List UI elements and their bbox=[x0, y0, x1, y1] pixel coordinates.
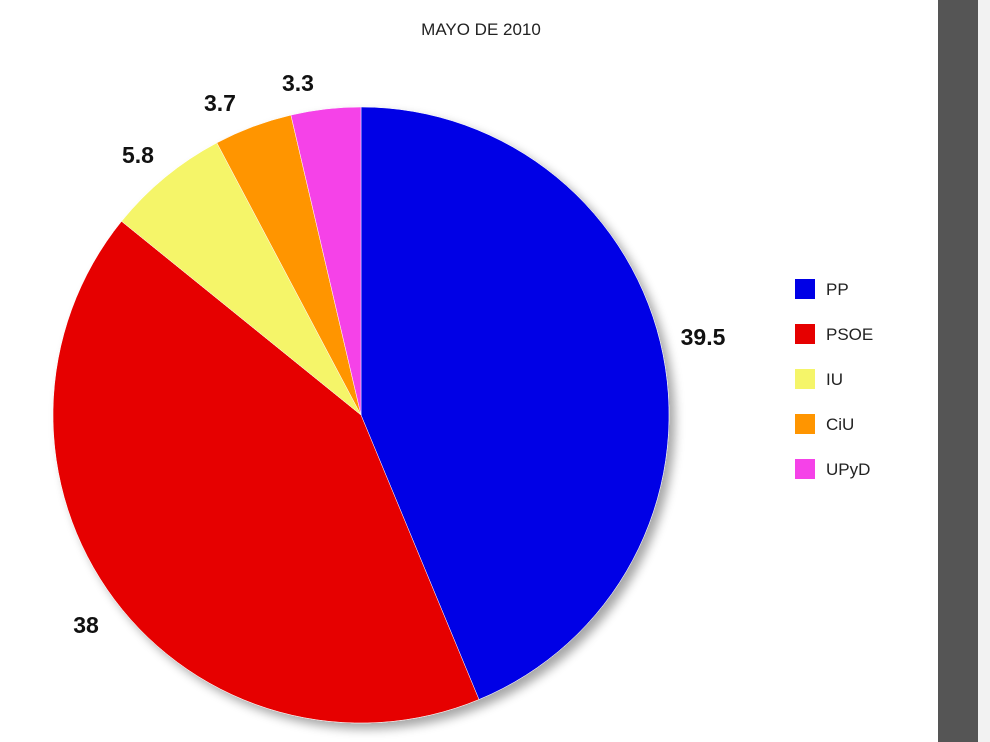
pie-slice-upyd bbox=[290, 106, 362, 416]
pie-slices bbox=[52, 106, 670, 724]
legend-label-ciu: CiU bbox=[826, 415, 854, 434]
legend-swatch-upyd bbox=[795, 459, 815, 479]
pie-slice-psoe bbox=[52, 220, 480, 724]
pie-slice-pp bbox=[360, 106, 670, 700]
data-label-upyd: 3.3 bbox=[282, 70, 314, 96]
data-label-iu: 5.8 bbox=[122, 142, 154, 168]
pie-data-labels: 39.5 38 5.8 3.7 3.3 bbox=[73, 70, 725, 638]
side-panel-border bbox=[938, 0, 978, 742]
pie-slice-iu bbox=[121, 142, 362, 416]
pie-chart: MAYO DE 2010 39.5 38 5.8 3.7 3.3 PP PSOE IU CiU… bbox=[52, 20, 873, 724]
side-panel-edge bbox=[978, 0, 990, 742]
legend-swatch-ciu bbox=[795, 414, 815, 434]
legend-label-iu: IU bbox=[826, 370, 843, 389]
data-label-ciu: 3.7 bbox=[204, 90, 236, 116]
legend-label-upyd: UPyD bbox=[826, 460, 870, 479]
legend: PP PSOE IU CiU UPyD bbox=[795, 279, 873, 479]
legend-swatch-pp bbox=[795, 279, 815, 299]
legend-label-pp: PP bbox=[826, 280, 849, 299]
legend-swatch-iu bbox=[795, 369, 815, 389]
data-label-pp: 39.5 bbox=[681, 324, 726, 350]
data-label-psoe: 38 bbox=[73, 612, 99, 638]
legend-label-psoe: PSOE bbox=[826, 325, 873, 344]
chart-title: MAYO DE 2010 bbox=[421, 20, 541, 39]
legend-swatch-psoe bbox=[795, 324, 815, 344]
